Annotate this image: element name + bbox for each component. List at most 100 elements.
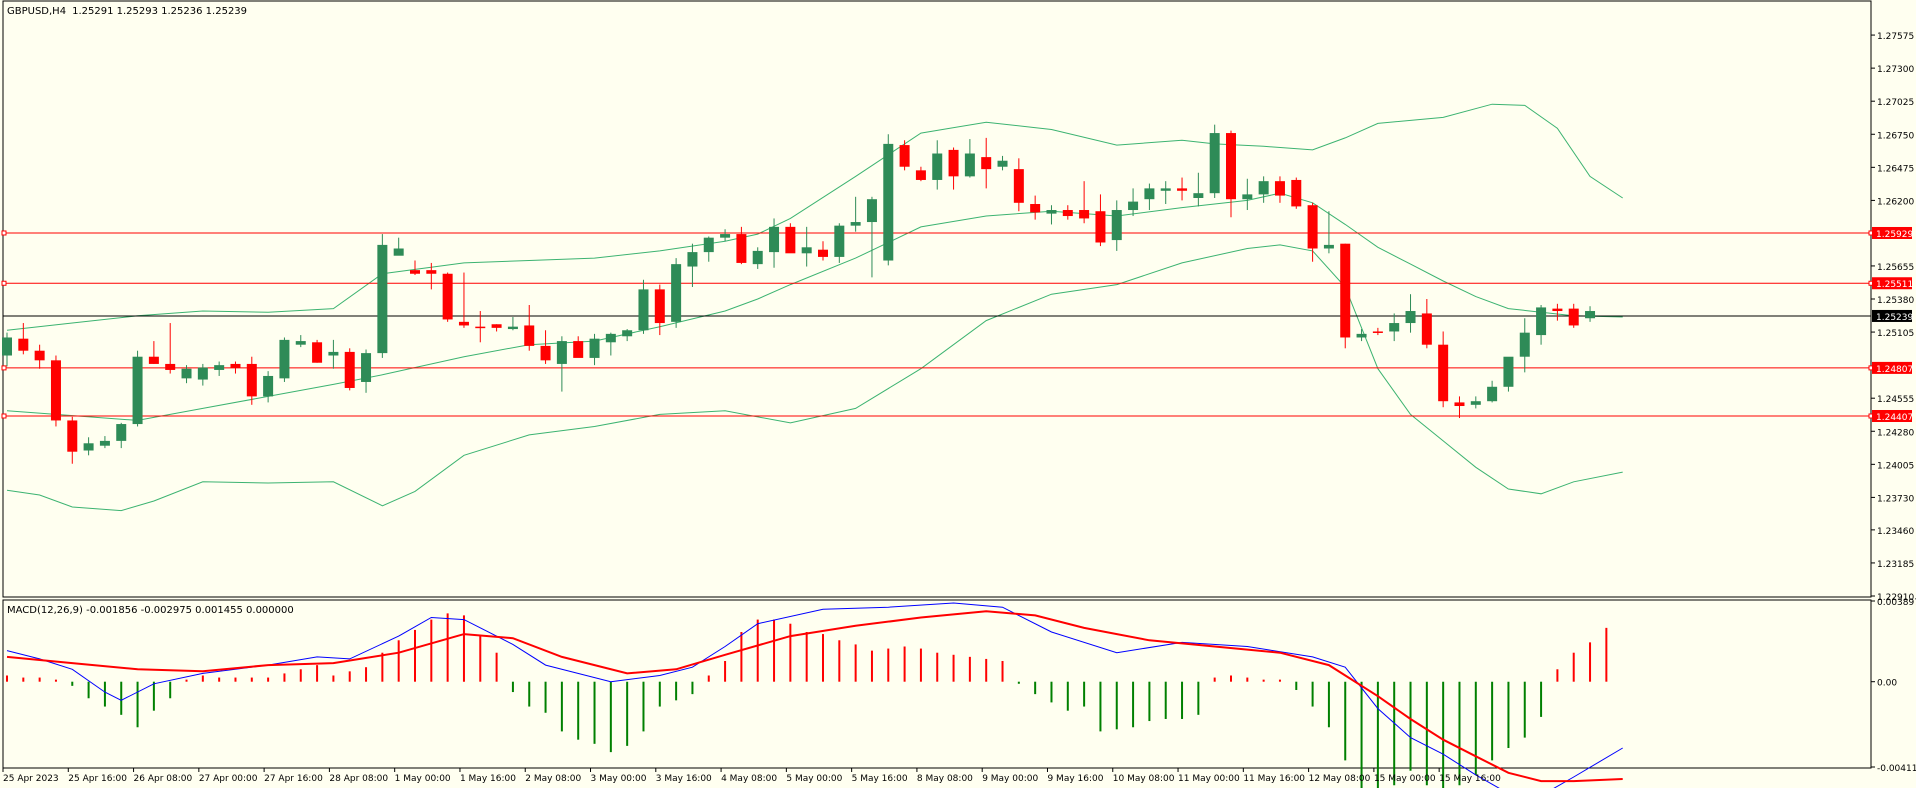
time-tick-label: 27 Apr 16:00 bbox=[264, 774, 323, 784]
candle-body bbox=[1291, 179, 1302, 207]
candle-body bbox=[361, 353, 372, 382]
candle bbox=[654, 284, 665, 336]
candle-body bbox=[2, 337, 12, 356]
candle-body bbox=[899, 145, 910, 167]
candle-body bbox=[328, 351, 339, 356]
candle-body bbox=[866, 199, 877, 223]
price-tick-label: 1.22910 bbox=[1877, 593, 1914, 603]
price-tick-label: 1.25655 bbox=[1877, 263, 1914, 273]
candle bbox=[1274, 176, 1285, 203]
candle-body bbox=[1193, 193, 1204, 198]
candle bbox=[1552, 303, 1563, 321]
candle-body bbox=[426, 270, 437, 274]
level-price-marker bbox=[1872, 409, 1912, 422]
candle bbox=[344, 348, 355, 391]
level-handle[interactable] bbox=[1, 280, 7, 286]
candle bbox=[67, 416, 78, 464]
time-tick-label: 5 May 00:00 bbox=[786, 774, 842, 784]
candle-body bbox=[671, 264, 682, 322]
candle bbox=[83, 437, 94, 456]
candle bbox=[230, 361, 241, 374]
time-tick-label: 11 May 16:00 bbox=[1243, 774, 1305, 784]
candle bbox=[1111, 200, 1122, 251]
time-tick-label: 1 May 16:00 bbox=[460, 774, 516, 784]
candle bbox=[964, 139, 975, 178]
candle bbox=[948, 147, 959, 190]
macd-panel-frame bbox=[2, 599, 1872, 769]
candle-body bbox=[165, 363, 176, 370]
candle bbox=[426, 262, 437, 290]
time-tick-label: 12 May 08:00 bbox=[1309, 774, 1371, 784]
time-tick-label: 28 Apr 08:00 bbox=[329, 774, 388, 784]
candle-body bbox=[1536, 307, 1547, 336]
macd-tick-label: -0.004119 bbox=[1877, 764, 1916, 774]
candle bbox=[1193, 172, 1204, 207]
candle bbox=[1340, 243, 1351, 349]
candle-body bbox=[507, 326, 518, 330]
candle-body bbox=[524, 325, 535, 346]
time-tick-label: 3 May 16:00 bbox=[656, 774, 712, 784]
candle bbox=[687, 243, 698, 287]
candle bbox=[99, 436, 110, 449]
candle-body bbox=[1274, 181, 1285, 196]
candle bbox=[132, 350, 143, 427]
candle bbox=[475, 311, 486, 343]
level-price-marker bbox=[1872, 277, 1912, 290]
macd-axis: 0.003897 0.00 -0.004119 bbox=[1871, 598, 1916, 774]
price-tick-label: 1.27025 bbox=[1877, 98, 1914, 108]
price-tick-label: 1.23730 bbox=[1877, 494, 1914, 504]
candle bbox=[50, 355, 61, 427]
candle bbox=[720, 229, 731, 242]
candle bbox=[524, 305, 535, 351]
candle-body bbox=[279, 339, 290, 379]
horizontal-levels bbox=[1, 230, 1874, 419]
candle bbox=[263, 371, 274, 403]
candle bbox=[1307, 202, 1318, 262]
candle bbox=[458, 272, 469, 328]
time-tick-label: 5 May 16:00 bbox=[852, 774, 908, 784]
candle bbox=[752, 247, 763, 269]
candle bbox=[1470, 396, 1481, 409]
candle-body bbox=[18, 338, 29, 351]
candle-body bbox=[850, 222, 861, 226]
macd-tick-label: 0.003897 bbox=[1877, 598, 1916, 608]
candle-body bbox=[638, 289, 649, 331]
candle-body bbox=[1095, 211, 1106, 243]
candle-body bbox=[83, 443, 94, 451]
candle bbox=[834, 223, 845, 263]
time-tick-label: 8 May 08:00 bbox=[917, 774, 973, 784]
price-tick-label: 1.24807 bbox=[1876, 365, 1913, 375]
candle bbox=[1454, 396, 1465, 419]
candle-body bbox=[67, 420, 78, 452]
level-handle[interactable] bbox=[1, 413, 7, 419]
price-tick-label: 1.27300 bbox=[1877, 65, 1914, 75]
bollinger-lower bbox=[6, 244, 1623, 512]
price-tick-label: 1.24555 bbox=[1877, 395, 1914, 405]
candle bbox=[1568, 303, 1579, 328]
candle-body bbox=[99, 440, 110, 446]
level-handle[interactable] bbox=[1, 230, 7, 236]
symbol-label: GBPUSD,H4 1.25291 1.25293 1.25236 1.25239 bbox=[7, 6, 247, 17]
time-tick-label: 25 Apr 2023 bbox=[3, 774, 59, 784]
candle bbox=[1389, 313, 1400, 342]
candle bbox=[18, 323, 29, 355]
candle-body bbox=[1503, 356, 1514, 387]
level-handle[interactable] bbox=[1, 365, 7, 371]
price-tick-label: 1.26750 bbox=[1877, 131, 1914, 141]
candle-body bbox=[1128, 201, 1139, 211]
candle bbox=[883, 134, 894, 266]
candle-body bbox=[344, 351, 355, 388]
candle bbox=[981, 137, 992, 189]
candle-body bbox=[703, 237, 714, 253]
candle bbox=[116, 422, 127, 449]
candle bbox=[1503, 356, 1514, 392]
candle-body bbox=[34, 350, 45, 361]
candle bbox=[1438, 331, 1449, 408]
candle bbox=[2, 332, 12, 367]
candle-body bbox=[589, 338, 600, 358]
bollinger-bands bbox=[6, 103, 1623, 512]
candle-body bbox=[1209, 133, 1220, 194]
candle bbox=[573, 336, 584, 358]
candle-body bbox=[1356, 333, 1367, 338]
